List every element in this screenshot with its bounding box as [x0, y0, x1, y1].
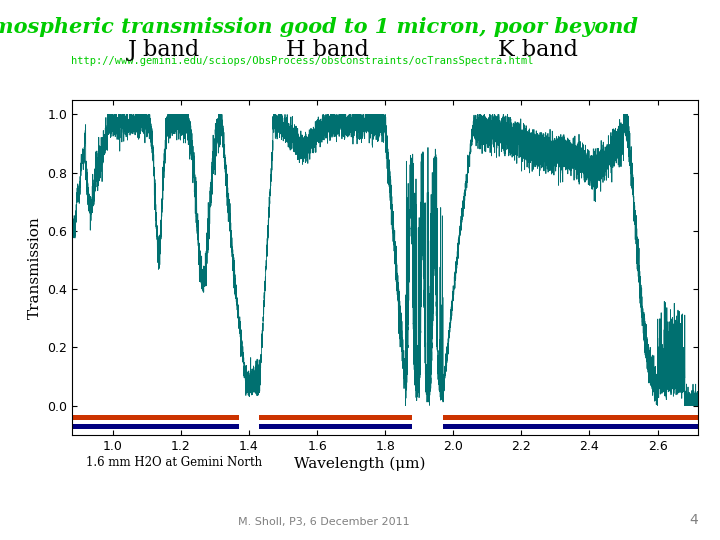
Text: BigBOSS: BigBOSS	[641, 7, 688, 17]
Text: M. Sholl, P3, 6 December 2011: M. Sholl, P3, 6 December 2011	[238, 516, 410, 526]
Text: 1.6 mm H2O at Gemini North: 1.6 mm H2O at Gemini North	[86, 456, 263, 469]
Text: http://www.gemini.edu/sciops/ObsProcess/obsConstraints/ocTransSpectra.html: http://www.gemini.edu/sciops/ObsProcess/…	[71, 56, 534, 66]
Text: K band: K band	[498, 39, 578, 61]
Text: Atmospheric transmission good to 1 micron, poor beyond: Atmospheric transmission good to 1 micro…	[0, 17, 639, 37]
Text: H band: H band	[286, 39, 369, 61]
Text: Wavelength (μm): Wavelength (μm)	[294, 456, 426, 471]
Text: 4: 4	[690, 512, 698, 526]
Y-axis label: Transmission: Transmission	[27, 216, 42, 319]
Text: J band: J band	[127, 39, 200, 61]
